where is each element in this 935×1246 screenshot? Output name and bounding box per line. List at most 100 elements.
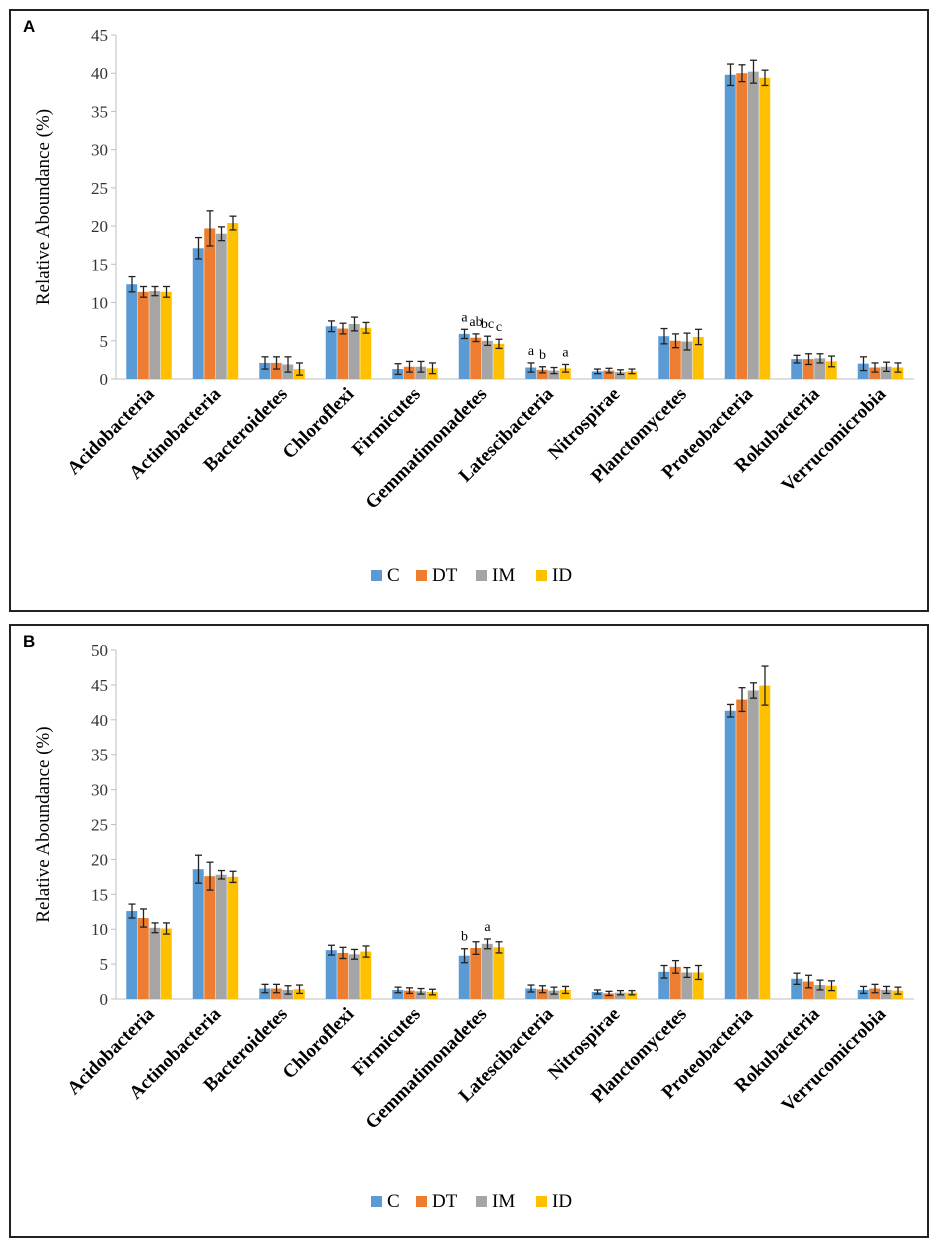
bar-dt xyxy=(669,340,681,379)
legend-swatch-im xyxy=(476,570,487,581)
significance-letter: c xyxy=(496,320,502,335)
bar-id xyxy=(759,77,771,379)
bar-id xyxy=(360,327,372,379)
bar-c xyxy=(857,989,869,999)
y-tick-label: 10 xyxy=(91,294,108,313)
significance-letter: bc xyxy=(481,317,494,332)
legend-label-id: ID xyxy=(552,565,572,586)
bar-c xyxy=(724,710,736,999)
bar-dt xyxy=(869,367,881,379)
bar-im xyxy=(215,233,227,379)
bar-id xyxy=(160,928,172,999)
significance-letter: a xyxy=(528,344,535,359)
legend-swatch-dt xyxy=(416,570,427,581)
bar-dt xyxy=(470,948,482,999)
bar-id xyxy=(559,989,571,999)
bar-c xyxy=(192,248,204,379)
panel-label-a: A xyxy=(23,17,36,36)
legend-label-im: IM xyxy=(492,1191,515,1212)
bar-im xyxy=(481,943,493,999)
legend-label-c: C xyxy=(387,565,400,586)
bar-id xyxy=(626,371,638,379)
bar-dt xyxy=(270,362,282,379)
bar-c xyxy=(325,326,337,379)
y-tick-label: 5 xyxy=(100,955,109,974)
bar-im xyxy=(348,954,360,999)
bar-c xyxy=(192,869,204,999)
bar-im xyxy=(614,372,626,379)
y-tick-label: 15 xyxy=(91,255,108,274)
bar-im xyxy=(747,690,759,999)
bar-c xyxy=(259,988,271,999)
bar-im xyxy=(614,992,626,999)
bar-dt xyxy=(536,989,548,999)
chart-panel-b: B 0 5 10 15 20 25 30 35 40 45 50 Relative Aboundanc… xyxy=(9,624,929,1238)
bar-im xyxy=(149,927,161,999)
bar-dt xyxy=(337,952,349,999)
significance-letter: ab xyxy=(469,315,482,330)
bar-c xyxy=(525,988,537,999)
bar-c xyxy=(126,284,138,379)
bar-im xyxy=(149,291,161,379)
bar-im xyxy=(681,972,693,999)
bar-dt xyxy=(536,369,548,379)
legend-label-im: IM xyxy=(492,565,515,586)
bar-dt xyxy=(137,291,149,379)
y-axis-title: Relative Aboundance (%) xyxy=(33,726,54,922)
bar-im xyxy=(348,323,360,379)
x-tick-label: Gemmatimonadetes xyxy=(362,384,492,514)
bar-id xyxy=(293,989,305,999)
bar-id xyxy=(160,291,172,379)
bar-dt xyxy=(736,73,748,379)
bar-c xyxy=(591,992,603,999)
bar-chart-b: 0 5 10 15 20 25 30 35 40 45 50 Relative Aboundance … xyxy=(33,641,914,1212)
bar-dt xyxy=(603,993,615,999)
bar-id xyxy=(825,361,837,379)
bar-im xyxy=(880,989,892,999)
bar-im xyxy=(215,874,227,999)
bar-dt xyxy=(802,981,814,999)
significance-letter: b xyxy=(539,348,546,363)
bar-id xyxy=(227,876,239,999)
bar-dt xyxy=(603,370,615,379)
bar-id xyxy=(692,972,704,999)
legend-swatch-c xyxy=(371,570,382,581)
y-tick-label: 20 xyxy=(91,850,108,869)
y-tick-label: 5 xyxy=(100,332,109,351)
y-tick-label: 30 xyxy=(91,141,108,160)
bar-id xyxy=(426,992,438,999)
bar-c xyxy=(791,359,803,379)
bar-dt xyxy=(204,228,216,379)
bar-id xyxy=(759,685,771,999)
bar-id xyxy=(493,343,505,379)
significance-letter: a xyxy=(461,310,468,325)
bar-im xyxy=(481,340,493,379)
bar-dt xyxy=(669,966,681,999)
y-tick-label: 25 xyxy=(91,816,108,835)
y-tick-label: 40 xyxy=(91,711,108,730)
y-tick-label: 30 xyxy=(91,781,108,800)
y-tick-label: 35 xyxy=(91,746,108,765)
bar-im xyxy=(814,358,826,379)
significance-letter: a xyxy=(562,345,569,360)
bar-im xyxy=(415,366,427,379)
bar-dt xyxy=(403,366,415,379)
bar-dt xyxy=(403,990,415,999)
significance-letter: b xyxy=(461,930,468,945)
y-tick-label: 45 xyxy=(91,26,108,45)
bar-id xyxy=(360,951,372,999)
bar-im xyxy=(747,71,759,379)
chart-panel-a: A 0 5 10 15 20 25 30 35 40 45 Relative Aboundance … xyxy=(9,9,929,612)
y-tick-label: 25 xyxy=(91,179,108,198)
y-tick-label: 20 xyxy=(91,217,108,236)
y-tick-label: 50 xyxy=(91,641,108,660)
panel-label-b: B xyxy=(23,632,36,651)
y-tick-label: 0 xyxy=(100,370,109,389)
bar-dt xyxy=(869,988,881,999)
bar-dt xyxy=(137,918,149,999)
bar-im xyxy=(548,990,560,999)
bar-c xyxy=(126,911,138,999)
bar-c xyxy=(658,971,670,999)
bar-c xyxy=(658,336,670,379)
bar-c xyxy=(259,362,271,379)
